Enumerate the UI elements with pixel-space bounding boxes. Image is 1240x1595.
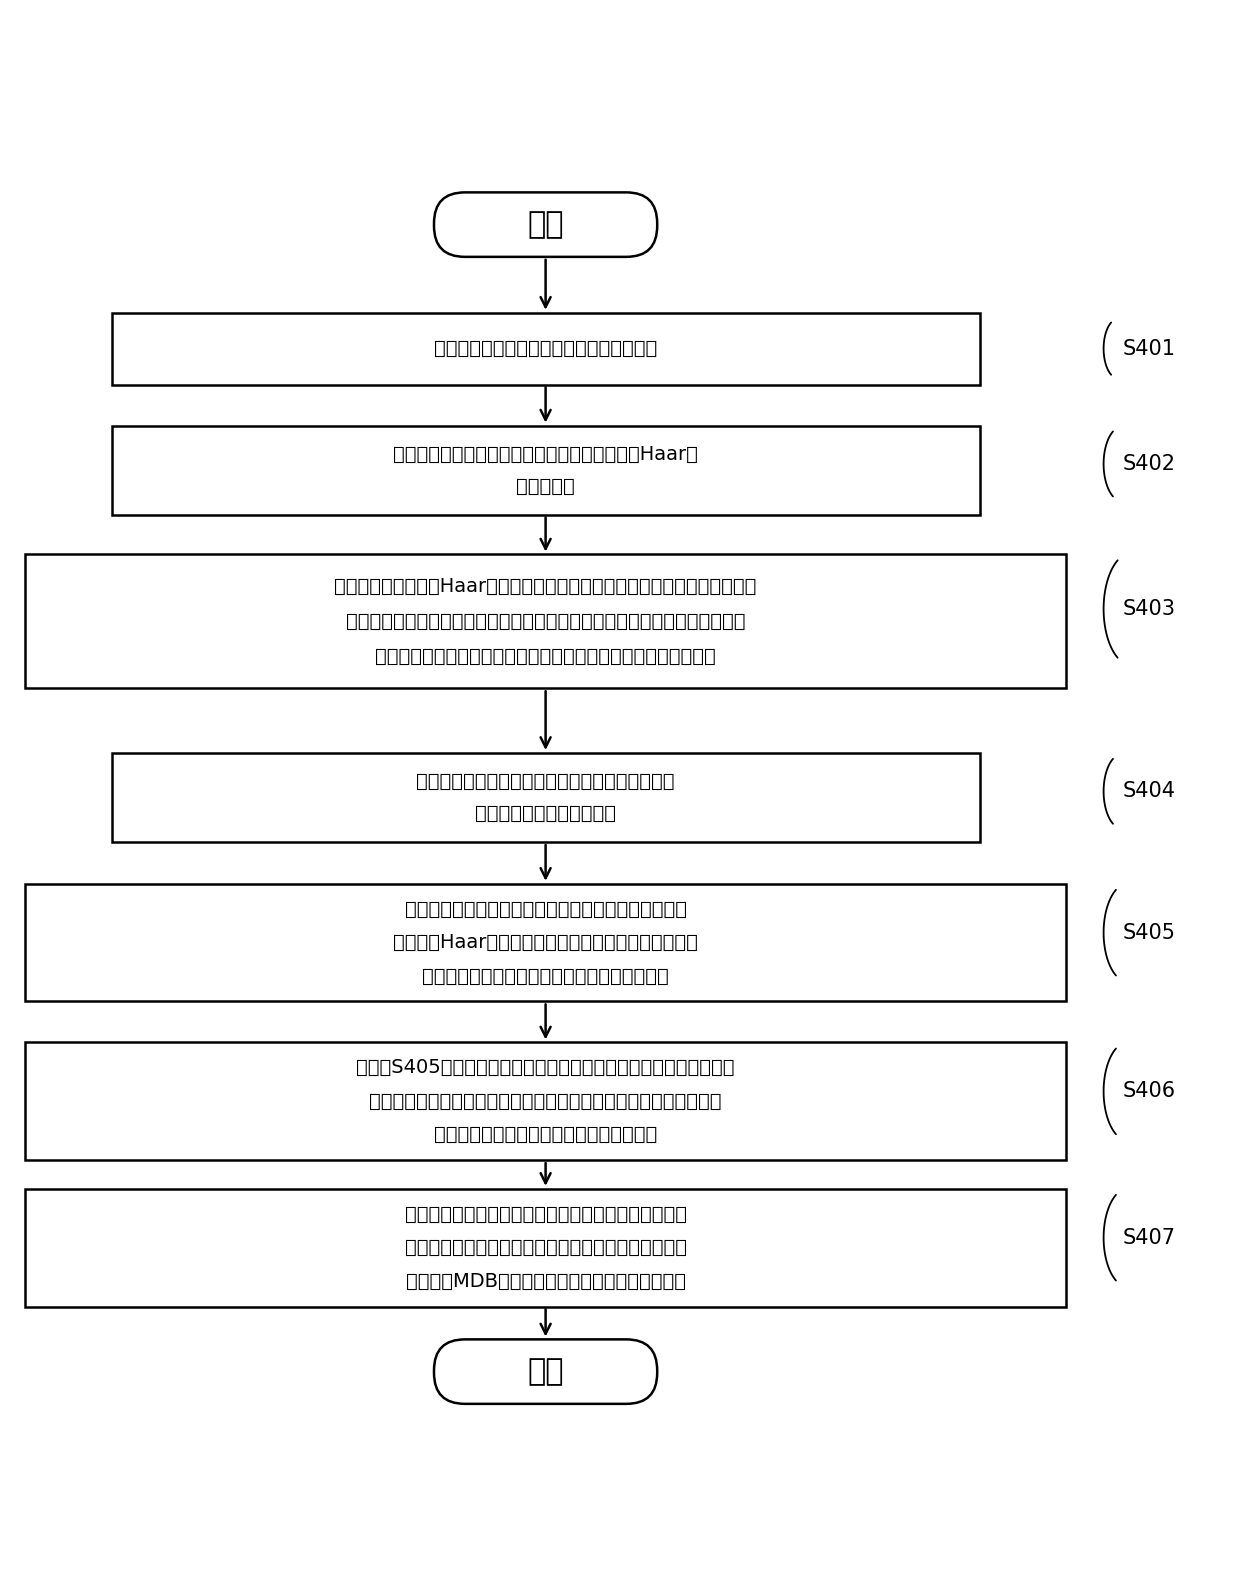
Text: 获取训练数据集中的超声图像，并进行标注: 获取训练数据集中的超声图像，并进行标注	[434, 340, 657, 359]
Text: S402: S402	[1122, 455, 1176, 474]
Bar	[25, 1043, 1066, 1160]
Text: S407: S407	[1122, 1228, 1176, 1247]
Text: S401: S401	[1122, 338, 1176, 359]
FancyBboxPatch shape	[434, 1340, 657, 1404]
Text: 终所需的MDB，依据标准对膀胱脱垂进行自动分级: 终所需的MDB，依据标准对膀胱脱垂进行自动分级	[405, 1271, 686, 1290]
Bar	[112, 313, 980, 384]
Text: S403: S403	[1122, 600, 1176, 619]
Bar	[112, 753, 980, 842]
Text: 对所述获取的超声图像进行特征提取，得到随机Haar特: 对所述获取的超声图像进行特征提取，得到随机Haar特	[393, 445, 698, 464]
Text: 开始: 开始	[527, 211, 564, 239]
Bar	[25, 884, 1066, 1002]
Text: S404: S404	[1122, 782, 1176, 801]
Text: 获取测试数据集中的超声图像，同时医生对所述获: 获取测试数据集中的超声图像，同时医生对所述获	[417, 772, 675, 791]
FancyBboxPatch shape	[434, 193, 657, 257]
Text: 模型；使用第一层时空回归模型预测训练数据得到对应的位移图；在得到的位: 模型；使用第一层时空回归模型预测训练数据得到对应的位移图；在得到的位	[346, 612, 745, 632]
Text: 移图上提取上下文特征，结合医生的标注训练第二层时空回归模型: 移图上提取上下文特征，结合医生的标注训练第二层时空回归模型	[376, 646, 715, 665]
Text: 对上述获取的测试数据集中的超声图像进行特征提取，: 对上述获取的测试数据集中的超声图像进行特征提取，	[404, 900, 687, 919]
Bar	[112, 426, 980, 515]
Text: 在步骤S405得到的位移图上提取上下文特征，结合训练得到的第二层: 在步骤S405得到的位移图上提取上下文特征，结合训练得到的第二层	[356, 1059, 735, 1077]
Text: 根据识别得到的所述测试数据集超声图像中的耻骨联合: 根据识别得到的所述测试数据集超声图像中的耻骨联合	[404, 1204, 687, 1223]
Text: 结束: 结束	[527, 1357, 564, 1386]
Text: 的中轴线，下缘点和膀胱轮廓，利用几何关系测量出最: 的中轴线，下缘点和膀胱轮廓，利用几何关系测量出最	[404, 1238, 687, 1257]
Bar	[25, 555, 1066, 689]
Text: 中的耻骨联合的中轴线，下缘点和膀胱轮廓: 中的耻骨联合的中轴线，下缘点和膀胱轮廓	[434, 1126, 657, 1144]
Text: 征的特征值: 征的特征值	[516, 477, 575, 496]
Text: 得到随机Haar特征的特征值，利用上述训练得到的第一: 得到随机Haar特征的特征值，利用上述训练得到的第一	[393, 933, 698, 952]
Text: S406: S406	[1122, 1081, 1176, 1102]
Text: 时空回归模型预测最终位移图，以自动识别所述测试数据集超声图像: 时空回归模型预测最终位移图，以自动识别所述测试数据集超声图像	[370, 1093, 722, 1110]
Bar	[25, 1188, 1066, 1306]
Text: 根据上述得到的随机Haar特征的特征值，结合医生的标注训练第一层时空回归: 根据上述得到的随机Haar特征的特征值，结合医生的标注训练第一层时空回归	[335, 577, 756, 597]
Text: 层时空回归模型预测测试数据得到对应的位移图: 层时空回归模型预测测试数据得到对应的位移图	[423, 967, 668, 986]
Text: 取的超声图像进行标注预测: 取的超声图像进行标注预测	[475, 804, 616, 823]
Text: S405: S405	[1122, 922, 1176, 943]
